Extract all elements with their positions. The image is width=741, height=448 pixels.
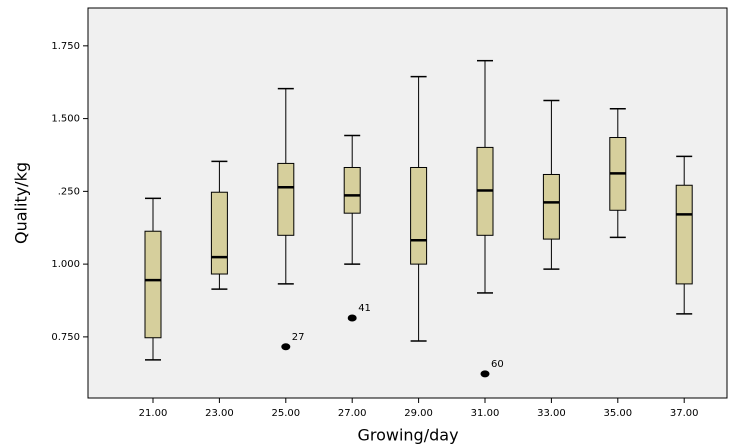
outlier-label: 27 [292,332,305,343]
y-tick-label: 1.000 [51,259,80,270]
y-tick-label: 0.750 [51,332,80,343]
x-tick-label: 37.00 [670,408,699,419]
x-tick-label: 35.00 [603,408,632,419]
x-tick-label: 29.00 [404,408,433,419]
plot-area [87,7,728,399]
x-axis-label: Growing/day [357,426,458,445]
outlier-label: 60 [491,359,504,370]
y-tick-label: 1.500 [51,114,80,125]
x-tick-label: 31.00 [471,408,500,419]
box [277,162,295,236]
x-tick-label: 33.00 [537,408,566,419]
box [210,191,228,275]
box [343,166,361,214]
x-tick-label: 23.00 [205,408,234,419]
box [144,230,162,339]
x-tick-label: 25.00 [271,408,300,419]
outlier-label: 41 [358,303,371,314]
box [410,166,428,265]
outlier [480,370,490,378]
x-tick-label: 21.00 [139,408,168,419]
outlier [281,343,291,351]
box [542,173,560,240]
outlier [347,314,357,322]
x-tick-label: 27.00 [338,408,367,419]
y-tick-label: 1.750 [51,41,80,52]
box [675,184,693,285]
y-axis-label: Quality/kg [12,162,31,244]
y-tick-label: .250 [58,186,80,197]
